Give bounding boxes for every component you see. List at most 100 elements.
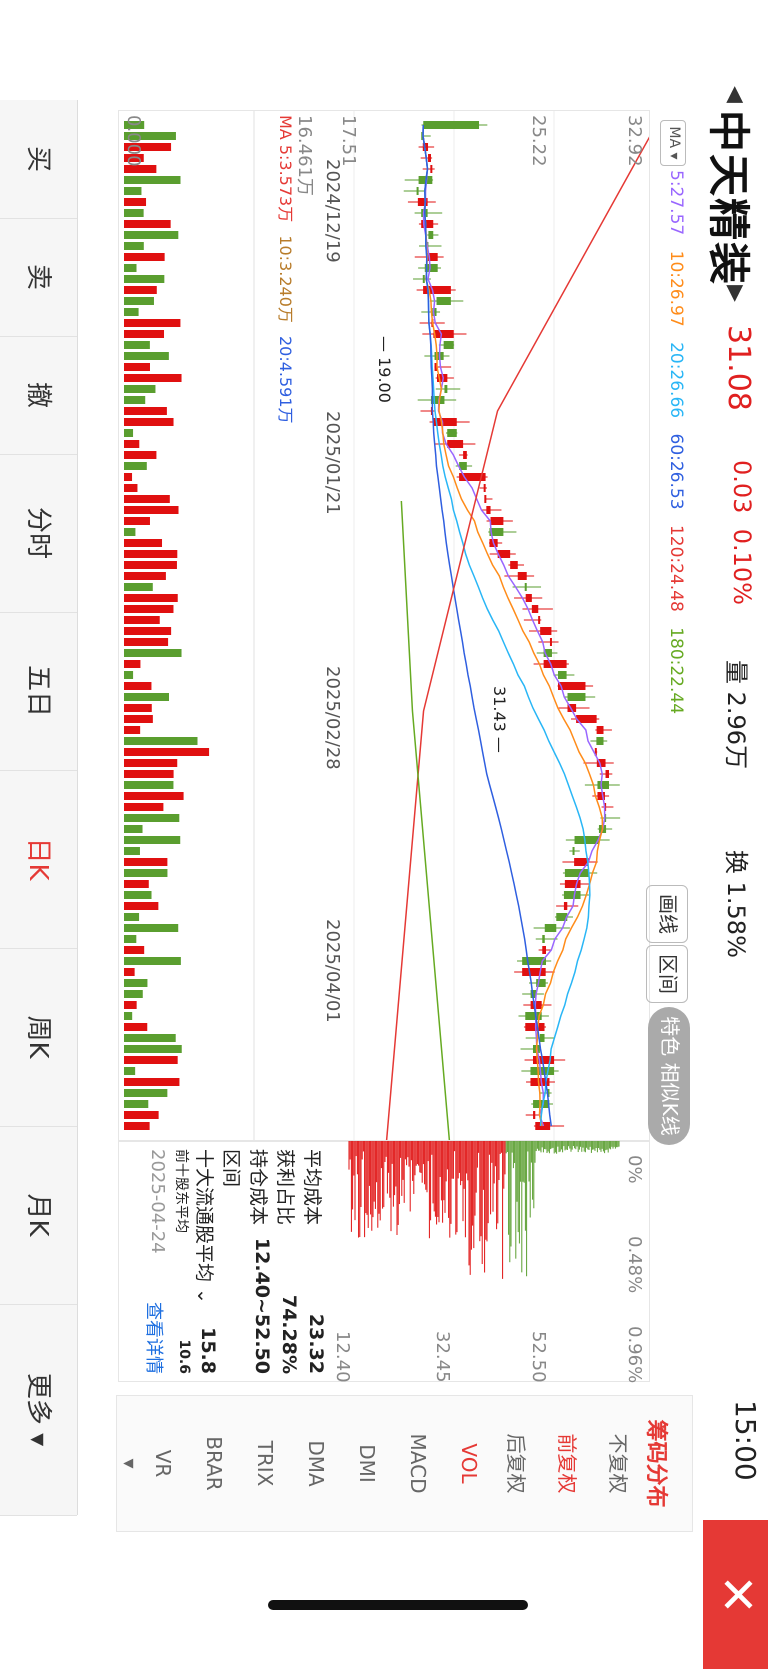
next-stock-icon[interactable]: ▶ xyxy=(723,285,748,302)
tab-3[interactable]: 分时 xyxy=(0,454,77,613)
candle xyxy=(447,429,457,437)
volume-bar xyxy=(124,165,157,173)
candle xyxy=(525,1012,542,1020)
bottom-tab-bar: 买卖撤分时 五日 日K 周K 月K 更多 ▾ xyxy=(0,100,78,1516)
view-detail-link[interactable]: 查看详情 xyxy=(143,1302,164,1374)
volume-bar xyxy=(123,275,165,283)
volume-bar xyxy=(123,814,180,822)
price: 31.08 xyxy=(721,325,756,411)
candle xyxy=(564,869,589,877)
close-button[interactable]: ✕ xyxy=(703,1520,768,1669)
candle xyxy=(423,121,480,129)
menu-item-0[interactable]: 不复权 xyxy=(606,1433,630,1494)
volume-bar xyxy=(124,990,143,998)
volume-bar xyxy=(123,671,134,679)
candle xyxy=(443,341,454,349)
tab-2[interactable]: 撤 xyxy=(0,336,77,455)
ma5-label: 5:27.57 xyxy=(666,170,686,236)
menu-item-7[interactable]: TRIX xyxy=(253,1440,277,1487)
volume-bar xyxy=(124,1001,137,1009)
volume-bar xyxy=(123,693,169,701)
more-indicators-icon[interactable]: ▾ xyxy=(118,1458,142,1469)
profit-label: 获利占比 xyxy=(274,1149,296,1226)
tab-0[interactable]: 买 xyxy=(0,100,77,219)
volume-bar xyxy=(123,220,171,228)
volume-bar xyxy=(123,176,181,184)
volume-bar xyxy=(123,1056,178,1064)
volume-bar xyxy=(123,660,141,668)
volume-bar xyxy=(123,1122,150,1130)
tab-6[interactable]: 周K xyxy=(0,948,77,1127)
volume: 量 2.96万 xyxy=(722,660,750,770)
home-indicator xyxy=(268,1600,528,1610)
draw-line-button[interactable]: 画线 xyxy=(646,885,688,943)
volume-bar xyxy=(123,539,163,547)
candle xyxy=(538,616,541,624)
candle xyxy=(567,693,586,701)
volume-bar xyxy=(124,154,144,162)
stock-title: 中天精装 xyxy=(704,110,753,287)
vol-tick-bottom: 0.000 xyxy=(123,115,144,167)
menu-item-2[interactable]: 后复权 xyxy=(504,1433,528,1494)
volume-bar xyxy=(124,1045,182,1053)
tab-8[interactable]: 更多 ▾ xyxy=(0,1304,77,1516)
candle xyxy=(563,902,568,910)
volume-bar xyxy=(123,715,153,723)
candle xyxy=(556,913,568,921)
volume-bar xyxy=(124,704,152,712)
volume-bar xyxy=(124,143,172,151)
candle xyxy=(447,440,464,448)
volume-bar xyxy=(124,1100,149,1108)
range-button[interactable]: 区间 xyxy=(646,945,688,1003)
volume-bar xyxy=(124,946,145,954)
volume-bar xyxy=(123,836,181,844)
similar-kline-button[interactable]: 特色 相似K线 > xyxy=(618,1007,690,1145)
menu-item-1[interactable]: 前复权 xyxy=(555,1433,579,1494)
volume-bar xyxy=(124,550,178,558)
volume-bar xyxy=(123,517,150,525)
volume-bar xyxy=(124,957,181,965)
candle xyxy=(576,715,597,723)
volume-bar xyxy=(124,1078,180,1086)
menu-item-9[interactable]: VR xyxy=(151,1449,175,1478)
ma180-line xyxy=(400,500,451,1142)
ma-selector[interactable]: MA ▾ xyxy=(660,120,686,166)
candle xyxy=(543,660,567,668)
tab-5[interactable]: 日K xyxy=(0,770,77,949)
ma-line xyxy=(422,124,604,1127)
candle xyxy=(549,638,552,646)
volume-bar xyxy=(124,341,150,349)
tab-1[interactable]: 卖 xyxy=(0,218,77,337)
volume-bar xyxy=(124,902,159,910)
chip-pct-tick: 0.96% xyxy=(624,1326,645,1384)
menu-item-4[interactable]: MACD xyxy=(406,1433,430,1494)
candle xyxy=(524,583,527,591)
candle xyxy=(563,891,581,899)
chip-pct-tick: 0% xyxy=(624,1155,645,1184)
menu-item-3[interactable]: VOL xyxy=(457,1443,481,1484)
low-annotation: — 19.00 xyxy=(375,336,394,403)
top10-label[interactable]: 十大流通股平均 ⌄ xyxy=(193,1149,215,1304)
volume-bar xyxy=(123,726,141,734)
candle xyxy=(533,1100,550,1108)
chip-distribution-title[interactable]: 筹码分布 xyxy=(643,1419,668,1508)
candle xyxy=(484,495,487,503)
candle xyxy=(558,682,586,690)
prev-stock-icon[interactable]: ◀ xyxy=(723,86,748,103)
ma180-label: 180:22.44 xyxy=(666,627,686,715)
volume-bar xyxy=(124,1023,148,1031)
candle xyxy=(558,671,567,679)
vol-legend: MA 5:3.573万 10:3.240万 20:4.591万 xyxy=(275,115,299,424)
tab-4[interactable]: 五日 xyxy=(0,612,77,771)
kline-chart[interactable]: 32.92 25.22 17.51 16.461万 0.000 2024/12/… xyxy=(118,110,665,1142)
menu-item-6[interactable]: DMA xyxy=(304,1440,328,1487)
menu-item-5[interactable]: DMI xyxy=(355,1444,379,1483)
tab-7[interactable]: 月K xyxy=(0,1126,77,1305)
extra-label: 前十股东平均 xyxy=(173,1149,189,1233)
volume-bar xyxy=(123,583,153,591)
volume-bar xyxy=(124,605,174,613)
volume-bar xyxy=(123,979,148,987)
chip-date: 2025-04-24 xyxy=(147,1149,168,1254)
date-label: 2024/12/19 xyxy=(322,159,343,263)
menu-item-8[interactable]: BRAR xyxy=(202,1436,226,1491)
